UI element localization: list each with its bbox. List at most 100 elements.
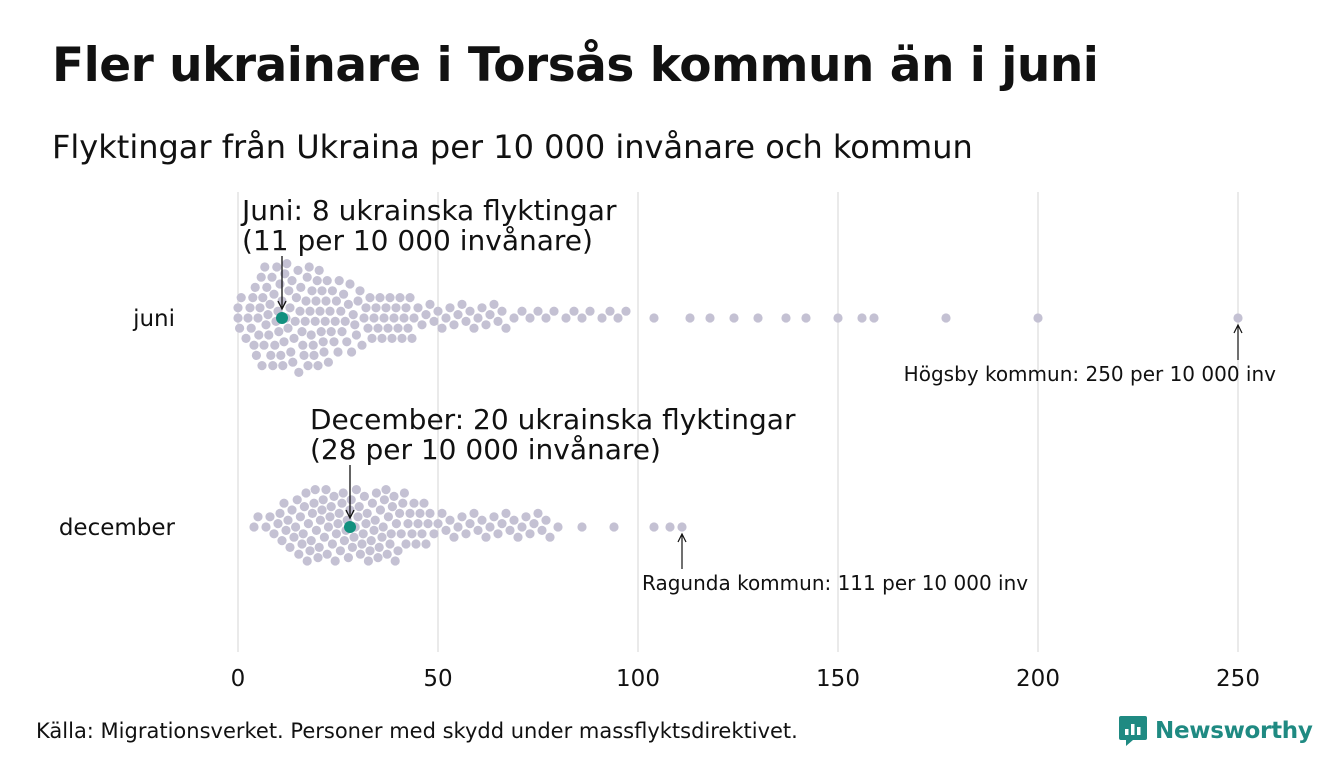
swarm-point [493, 316, 503, 326]
swarm-point [319, 532, 329, 542]
swarm-point [381, 485, 391, 495]
swarm-point [313, 361, 323, 371]
swarm-point [370, 515, 380, 525]
swarm-point [369, 525, 379, 535]
swarm-point [397, 333, 407, 343]
swarm-point [371, 488, 381, 498]
swarm-point [343, 299, 353, 309]
swarm-point [329, 491, 339, 501]
swarm-point [315, 306, 325, 316]
swarm-point [355, 549, 365, 559]
swarm-point [246, 323, 256, 333]
swarm-point [275, 508, 285, 518]
swarm-point [261, 320, 271, 330]
swarm-point [351, 330, 361, 340]
swarm-point [390, 556, 400, 566]
swarm-point [485, 522, 495, 532]
swarm-point [389, 491, 399, 501]
swarm-point [251, 350, 261, 360]
newsworthy-logo-text: Newsworthy [1155, 718, 1313, 744]
swarm-point [545, 532, 555, 542]
max-annotation-label: Ragunda kommun: 111 per 10 000 inv [642, 571, 1028, 595]
swarm-point [233, 313, 243, 323]
swarm-point [359, 491, 369, 501]
swarm-point [323, 522, 333, 532]
swarm-point [399, 488, 409, 498]
category-label: december [59, 515, 176, 541]
swarm-point [493, 529, 503, 539]
chart-title: Fler ukrainare i Torsås kommun än i juni [52, 38, 1099, 93]
swarm-point [334, 508, 344, 518]
swarm-point [1233, 313, 1243, 323]
x-tick-label: 0 [231, 666, 246, 692]
swarm-point [501, 508, 511, 518]
beeswarm-points [233, 259, 1243, 566]
swarm-point [297, 327, 307, 337]
swarm-point [729, 313, 739, 323]
swarm-point [537, 525, 547, 535]
swarm-point [337, 498, 347, 508]
swarm-point [338, 488, 348, 498]
swarm-point [264, 330, 274, 340]
swarm-point [315, 515, 325, 525]
swarm-point [336, 306, 346, 316]
swarm-point [393, 323, 403, 333]
swarm-point [485, 310, 495, 320]
swarm-point [307, 508, 317, 518]
swarm-point [303, 519, 313, 529]
swarm-point [331, 529, 341, 539]
swarm-point [250, 282, 260, 292]
swarm-point [296, 282, 306, 292]
swarm-point [300, 316, 310, 326]
swarm-point [367, 333, 377, 343]
swarm-point [276, 350, 286, 360]
swarm-point [685, 313, 695, 323]
swarm-point [309, 498, 319, 508]
swarm-point [340, 316, 350, 326]
swarm-point [469, 323, 479, 333]
swarm-point [433, 519, 443, 529]
swarm-point [355, 286, 365, 296]
swarm-point [303, 361, 313, 371]
annotations: Juni: 8 ukrainska flyktingar(11 per 10 0… [240, 194, 1276, 595]
swarm-point [425, 299, 435, 309]
swarm-point [457, 512, 467, 522]
swarm-point [286, 347, 296, 357]
swarm-point [477, 515, 487, 525]
swarm-point [301, 296, 311, 306]
swarm-point [306, 536, 316, 546]
swarm-point [489, 512, 499, 522]
swarm-point [385, 293, 395, 303]
swarm-point [753, 313, 763, 323]
swarm-point [253, 313, 263, 323]
swarm-point [255, 303, 265, 313]
swarm-point [317, 286, 327, 296]
swarm-point [449, 320, 459, 330]
swarm-point [327, 539, 337, 549]
swarm-point [281, 525, 291, 535]
swarm-point [381, 303, 391, 313]
swarm-point [609, 522, 619, 532]
swarm-point [383, 323, 393, 333]
swarm-point [1033, 313, 1043, 323]
swarm-point [649, 522, 659, 532]
swarm-point [310, 316, 320, 326]
swarm-point [325, 306, 335, 316]
swarm-point [801, 313, 811, 323]
swarm-point [521, 512, 531, 522]
swarm-point [339, 536, 349, 546]
x-tick-label: 150 [816, 666, 860, 692]
swarm-point [433, 306, 443, 316]
swarm-point [294, 367, 304, 377]
swarm-point [396, 529, 406, 539]
beeswarm-chart: 0 50 100 150 200 250 juni december Juni: 8 ukr… [59, 192, 1276, 692]
swarm-point [379, 495, 389, 505]
swarm-point [351, 485, 361, 495]
swarm-point [333, 347, 343, 357]
swarm-point [310, 485, 320, 495]
swarm-point [649, 313, 659, 323]
swarm-point [597, 313, 607, 323]
swarm-point [387, 502, 397, 512]
swarm-point [291, 293, 301, 303]
swarm-point [290, 316, 300, 326]
